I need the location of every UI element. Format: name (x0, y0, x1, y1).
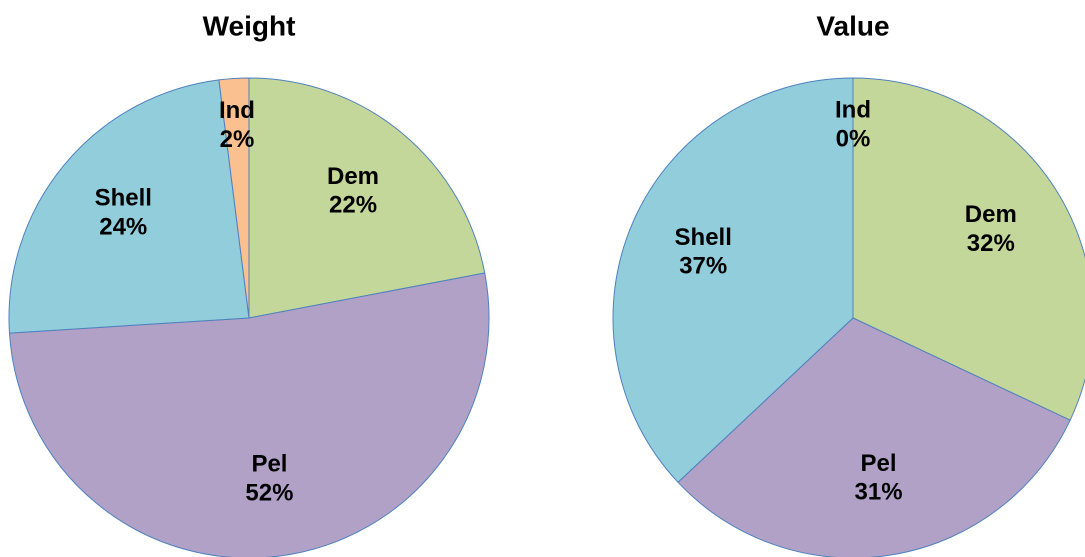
slice-name: Pel (251, 451, 287, 478)
slice-name: Dem (327, 163, 379, 190)
pie-slice (677, 317, 1071, 557)
pie-slice (218, 77, 250, 319)
slice-label: Ind 0% (835, 97, 871, 153)
slice-name: Shell (95, 185, 152, 212)
chart-title: Value (816, 10, 889, 41)
slice-label: Pel 52% (245, 451, 293, 507)
slice-percent: 52% (245, 480, 293, 507)
pie-slice (852, 77, 1085, 421)
pie-slice (248, 77, 486, 319)
slice-label: Shell 37% (675, 224, 732, 280)
slice-name: Shell (675, 224, 732, 251)
slice-percent: 0% (836, 126, 871, 153)
slice-percent: 2% (220, 126, 255, 153)
slice-label: Dem 22% (327, 163, 379, 219)
slice-percent: 37% (679, 253, 727, 280)
slice-label: Dem 32% (965, 201, 1017, 257)
slice-name: Dem (965, 201, 1017, 228)
chart-title: Weight (203, 10, 296, 41)
slice-name: Ind (835, 97, 871, 124)
slice-label: Ind 2% (219, 97, 255, 153)
slice-label: Shell 24% (95, 185, 152, 241)
slice-name: Ind (219, 97, 255, 124)
pie-slice (612, 77, 854, 483)
pie-slice (8, 79, 250, 334)
slice-name: Pel (861, 450, 897, 477)
pie-slice (8, 272, 490, 557)
slice-percent: 24% (99, 214, 147, 241)
slice-percent: 32% (967, 230, 1015, 257)
slice-label: Pel 31% (855, 450, 903, 506)
slice-percent: 31% (855, 479, 903, 506)
slice-percent: 22% (329, 192, 377, 219)
